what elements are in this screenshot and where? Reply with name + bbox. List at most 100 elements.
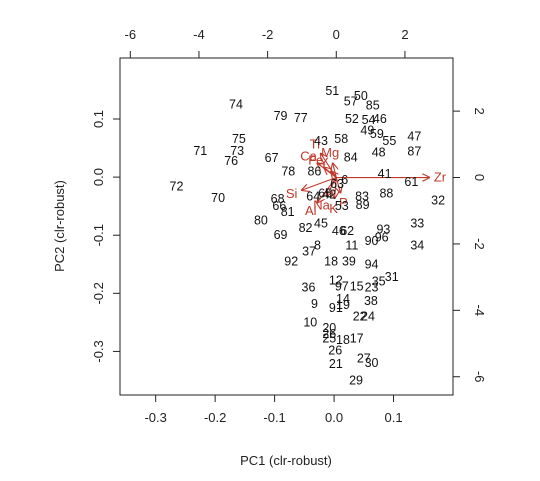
variable-arrow <box>327 177 337 196</box>
variable-arrow <box>321 154 337 178</box>
observation-label: 61 <box>404 175 418 189</box>
observation-label: 63 <box>330 177 344 191</box>
observation-label: 18 <box>324 254 338 268</box>
variable-label: Zr <box>434 170 447 185</box>
right-tick-label: 2 <box>472 108 487 115</box>
observation-label: 67 <box>265 151 279 165</box>
observation-label: 71 <box>193 144 207 158</box>
y-tick-label: -0.3 <box>91 340 106 362</box>
variable-label: Fe <box>308 153 323 168</box>
observation-label: 51 <box>325 84 339 98</box>
variable-arrow <box>302 177 337 191</box>
observation-label: 41 <box>378 167 392 181</box>
observation-label: 90 <box>365 234 379 248</box>
variable-label: K <box>329 201 338 216</box>
observation-label: 66 <box>272 199 286 213</box>
observation-label: 85 <box>366 99 380 113</box>
observation-label: 73 <box>230 144 244 158</box>
right-tick-label: -6 <box>472 371 487 383</box>
observation-label: 26 <box>328 343 342 357</box>
variable-arrow <box>336 177 340 193</box>
observation-label: 72 <box>170 179 184 193</box>
variable-label: Al <box>305 203 317 218</box>
y-tick-label: -0.1 <box>91 224 106 246</box>
observation-label: 75 <box>232 132 246 146</box>
observation-label: 48 <box>372 146 386 160</box>
observation-label: 9 <box>311 297 318 311</box>
observation-label: 17 <box>350 332 364 346</box>
variable-arrow <box>324 168 337 178</box>
observation-label: 39 <box>342 254 356 268</box>
plot-frame <box>119 57 454 396</box>
observation-label: 27 <box>357 351 371 365</box>
y-tick-label: -0.2 <box>91 282 106 304</box>
observation-label: 92 <box>284 254 298 268</box>
x-tick-label: -0.2 <box>204 410 226 425</box>
observation-label: 46 <box>373 112 387 126</box>
observation-label: 69 <box>274 228 288 242</box>
observation-label: 25 <box>322 332 336 346</box>
observation-label: 91 <box>329 301 343 315</box>
x-tick-label: 0.0 <box>325 410 343 425</box>
variable-label: Mg <box>321 145 339 160</box>
top-tick-label: -6 <box>125 27 137 42</box>
observation-label: 20 <box>322 321 336 335</box>
observation-label: 21 <box>329 357 343 371</box>
observation-label: 19 <box>336 298 350 312</box>
observation-label: 37 <box>302 244 316 258</box>
variable-label: Na <box>313 198 330 213</box>
observation-label: 86 <box>307 164 321 178</box>
x-axis-title: PC1 (clr-robust) <box>240 453 332 468</box>
observation-label: 77 <box>294 111 308 125</box>
observation-label: 47 <box>407 129 421 143</box>
y-tick-label: 0.0 <box>91 168 106 186</box>
observation-label: 6 <box>341 173 348 187</box>
observation-label: 57 <box>344 95 358 109</box>
x-tick-label: -0.1 <box>263 410 285 425</box>
observation-label: 49 <box>360 124 374 138</box>
observation-label: 43 <box>314 134 328 148</box>
observation-label: 97 <box>335 279 349 293</box>
right-tick-label: -4 <box>472 305 487 317</box>
observation-label: 32 <box>431 193 445 207</box>
y-axis-title: PC2 (clr-robust) <box>52 180 67 272</box>
observation-label: 93 <box>376 222 390 236</box>
observation-label: 83 <box>355 189 369 203</box>
observation-label: 50 <box>354 89 368 103</box>
observation-label: 11 <box>345 239 358 253</box>
x-tick-label: 0.1 <box>384 410 402 425</box>
observation-label: 33 <box>410 217 424 231</box>
observation-label: 76 <box>224 154 238 168</box>
variable-label: Ti <box>310 136 320 151</box>
top-tick-label: -4 <box>193 27 205 42</box>
observation-label: 70 <box>211 191 225 205</box>
axes-layer: -0.3 -0.2 -0.1 0.0 0.1 -0.3 -0.2 -0.1 0.0 0.1 -6 -4… <box>91 27 487 425</box>
variable-label: Ca <box>300 149 317 164</box>
observation-label: 46 <box>332 224 346 238</box>
observation-label: 8 <box>314 239 321 253</box>
observation-label: 52 <box>345 112 359 126</box>
observation-label: 54 <box>362 113 376 127</box>
top-tick-label: -2 <box>262 27 274 42</box>
observation-label: 18 <box>336 333 350 347</box>
observation-label: 10 <box>303 315 317 329</box>
observation-label: 84 <box>344 150 358 164</box>
top-tick-label: 0 <box>333 27 340 42</box>
right-tick-label: 0 <box>472 174 487 181</box>
observation-label: 81 <box>281 205 295 219</box>
right-tick-label: -2 <box>472 238 487 250</box>
observation-label: 58 <box>334 132 348 146</box>
observation-label: 80 <box>254 214 268 228</box>
observation-label: 82 <box>299 221 313 235</box>
variable-label: P <box>339 195 348 210</box>
observation-label: 94 <box>365 257 379 271</box>
observation-label: 15 <box>350 279 364 293</box>
observation-label: 42 <box>322 188 336 202</box>
observation-label: 12 <box>329 274 343 288</box>
variable-arrow <box>333 164 336 178</box>
observation-label: 53 <box>335 199 349 213</box>
observation-label: 23 <box>365 281 379 295</box>
